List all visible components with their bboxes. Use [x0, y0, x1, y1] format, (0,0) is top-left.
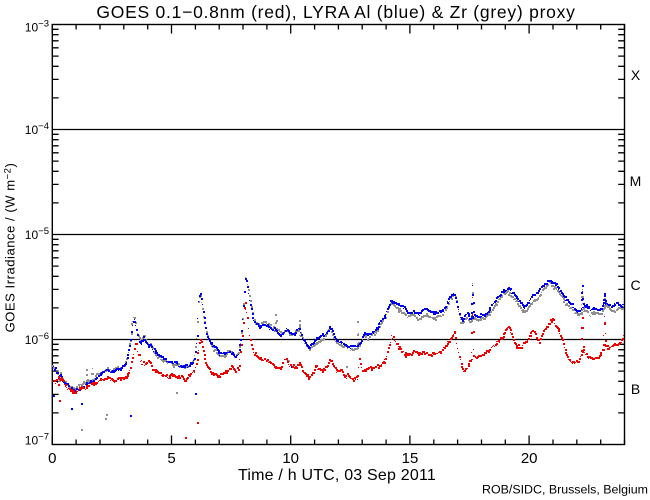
svg-text:10−3: 10−3 [25, 19, 49, 35]
svg-text:ROB/SIDC, Brussels, Belgium: ROB/SIDC, Brussels, Belgium [482, 483, 648, 497]
svg-text:10−5: 10−5 [25, 226, 49, 242]
svg-text:10: 10 [282, 450, 299, 467]
svg-text:0: 0 [48, 450, 56, 467]
svg-text:C: C [630, 277, 640, 293]
svg-text:GOES 0.1−0.8nm (red), LYRA Al: GOES 0.1−0.8nm (red), LYRA Al (blue) & Z… [96, 2, 575, 22]
svg-text:B: B [631, 381, 640, 397]
svg-text:GOES Irradiance / (W m−2): GOES Irradiance / (W m−2) [3, 163, 18, 333]
svg-text:Time / h UTC, 03 Sep 2011: Time / h UTC, 03 Sep 2011 [238, 467, 436, 484]
svg-text:5: 5 [167, 450, 175, 467]
svg-text:10−4: 10−4 [25, 121, 49, 137]
svg-text:10−6: 10−6 [25, 331, 49, 347]
svg-text:15: 15 [402, 450, 419, 467]
svg-text:10−7: 10−7 [25, 432, 49, 448]
svg-text:X: X [631, 67, 641, 83]
svg-text:20: 20 [521, 450, 538, 467]
svg-text:M: M [630, 173, 642, 189]
